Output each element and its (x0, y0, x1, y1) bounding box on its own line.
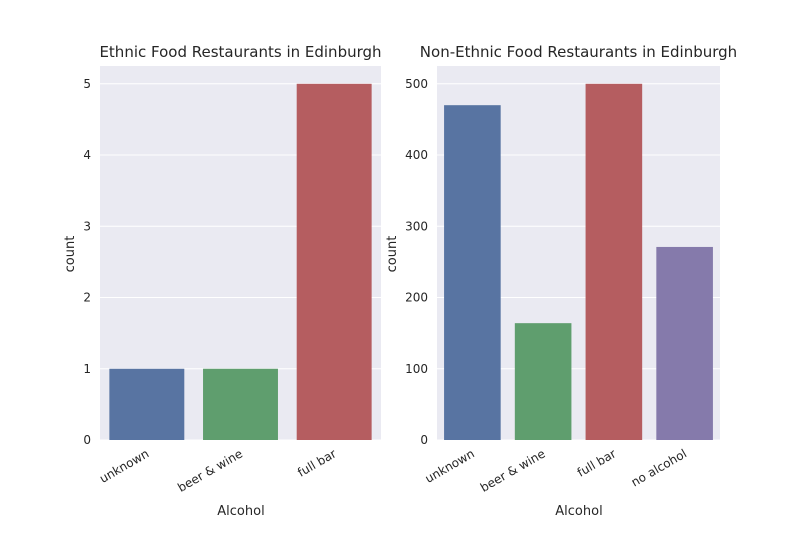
bar-full-bar (296, 83, 372, 441)
chart-title: Ethnic Food Restaurants in Edinburgh (99, 43, 381, 61)
y-axis-label: count (63, 236, 78, 273)
y-tick-label: 500 (405, 77, 428, 91)
y-tick-label: 4 (83, 148, 91, 162)
y-tick-label: 400 (405, 148, 428, 162)
y-tick-label: 3 (83, 219, 91, 233)
ethnic-chart-panel: 0 1 2 3 4 5 unknown beer & wine full bar Ethnic… (63, 43, 382, 519)
x-axis-label: Alcohol (555, 504, 602, 519)
y-tick-label: 2 (83, 291, 91, 305)
x-axis-label: Alcohol (217, 504, 264, 519)
bar-unknown (109, 368, 185, 440)
x-tick-label: beer & wine (175, 446, 245, 494)
y-tick-label: 0 (83, 433, 91, 447)
x-tick-label: full bar (575, 446, 619, 479)
x-tick-label: no alcohol (629, 446, 689, 489)
x-tick-label: beer & wine (478, 446, 548, 494)
bar-beer-wine (203, 368, 278, 440)
bar-beer-wine (514, 323, 572, 440)
x-tick-label: unknown (423, 446, 477, 485)
chart-title: Non-Ethnic Food Restaurants in Edinburgh (420, 43, 737, 61)
y-tick-label: 100 (405, 362, 428, 376)
x-tick-label: full bar (295, 446, 339, 479)
bar-unknown (444, 105, 501, 440)
y-tick-label: 5 (83, 77, 91, 91)
y-tick-label: 200 (405, 291, 428, 305)
bar-full-bar (585, 83, 643, 441)
y-tick-label: 1 (83, 362, 91, 376)
bar-no-alcohol (656, 246, 713, 440)
x-tick-label: unknown (97, 446, 151, 485)
y-axis-label: count (385, 236, 400, 273)
y-tick-label: 300 (405, 219, 428, 233)
y-tick-label: 0 (420, 433, 428, 447)
non-ethnic-chart-panel: 0 100 200 300 400 500 unknown beer & wine full … (385, 43, 737, 519)
